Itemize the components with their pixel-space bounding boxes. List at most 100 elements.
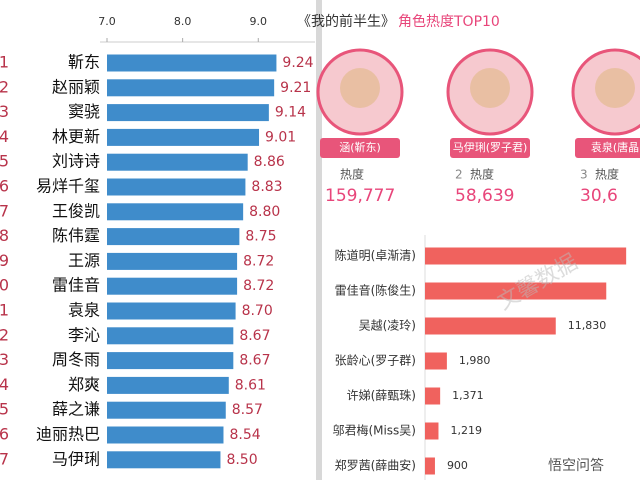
x-tick-label: 8.0 (174, 15, 192, 28)
caption-box (575, 138, 640, 158)
heat-value: 159,777 (325, 186, 395, 206)
value-label: 11,830 (568, 319, 607, 332)
row-number: 3 (0, 350, 9, 369)
category-label: 迪丽热巴 (36, 425, 100, 444)
avatar-face (595, 68, 635, 108)
row-number: 7 (0, 449, 9, 468)
value-label: 8.67 (239, 353, 270, 369)
bar (107, 203, 244, 221)
category-label: 赵丽颖 (52, 77, 100, 96)
row-number: 7 (0, 201, 9, 220)
row-number: 8 (0, 226, 9, 245)
bar (107, 376, 229, 394)
bar (425, 457, 435, 475)
row-number: 5 (0, 400, 9, 419)
category-label: 雷佳音 (52, 276, 100, 295)
value-label: 1,371 (452, 389, 484, 402)
bar (107, 153, 248, 171)
card-rank: 2 (455, 168, 463, 182)
heat-value: 58,639 (455, 186, 514, 206)
bar (107, 327, 234, 345)
category-label: 窦骁 (68, 102, 100, 121)
value-label: 8.61 (235, 377, 266, 393)
category-label: 邬君梅(Miss吴) (332, 423, 416, 438)
row-number: 4 (0, 375, 9, 394)
category-label: 陈道明(卓渐清) (335, 248, 416, 263)
value-label: 8.72 (243, 253, 274, 269)
value-label: 1,219 (450, 424, 482, 437)
value-label: 9.14 (275, 105, 306, 121)
heat-label: 热度 (340, 167, 364, 182)
row-number: 5 (0, 152, 9, 171)
card-rank: 3 (580, 168, 588, 182)
bar (107, 302, 236, 320)
card-caption: 袁泉(唐晶 (591, 140, 639, 154)
row-number: 2 (0, 325, 9, 344)
value-label: 8.54 (229, 427, 260, 443)
x-tick-label: 9.0 (250, 15, 268, 28)
bar (425, 422, 439, 440)
heat-value: 30,6 (580, 186, 618, 206)
value-label: 9.24 (282, 55, 313, 71)
x-tick-label: 7.0 (98, 15, 116, 28)
bar (107, 79, 275, 97)
bar (107, 401, 226, 419)
caption-box (450, 138, 530, 158)
category-label: 郑爽 (68, 375, 100, 394)
category-label: 王俊凯 (52, 201, 100, 220)
value-label: 8.75 (245, 229, 276, 245)
bar (107, 252, 238, 270)
row-number: 1 (0, 301, 9, 320)
category-label: 许娣(薛甄珠) (347, 388, 416, 403)
bar (107, 451, 221, 469)
row-number: 6 (0, 425, 9, 444)
value-label: 8.70 (242, 303, 273, 319)
bar (425, 282, 607, 300)
category-label: 薛之谦 (52, 400, 100, 419)
category-label: 吴越(凌玲) (359, 319, 416, 333)
watermark: 悟空问答 (548, 457, 604, 474)
avatar-face (340, 68, 380, 108)
divider (316, 0, 322, 480)
row-number: 4 (0, 127, 9, 146)
row-number: 0 (0, 276, 9, 295)
category-label: 易烊千玺 (36, 177, 100, 196)
bar (425, 352, 447, 370)
bar (107, 426, 224, 444)
category-label: 袁泉 (68, 301, 100, 320)
category-label: 刘诗诗 (52, 152, 100, 171)
value-label: 8.86 (254, 154, 285, 170)
value-label: 900 (447, 459, 468, 472)
bar (107, 277, 238, 295)
bar (107, 128, 260, 146)
heat-label: 热度 (595, 167, 619, 182)
category-label: 雷佳音(陈俊生) (335, 283, 416, 298)
bar (425, 387, 441, 405)
bar (107, 352, 234, 370)
value-label: 8.67 (239, 328, 270, 344)
category-label: 马伊琍 (52, 449, 100, 468)
right-title: 《我的前半生》 (297, 13, 395, 30)
value-label: 9.01 (265, 129, 296, 145)
category-label: 陈伟霆 (52, 226, 100, 245)
value-label: 1,980 (459, 354, 491, 367)
bar (425, 317, 556, 335)
value-label: 8.57 (232, 402, 263, 418)
value-label: 8.83 (251, 179, 282, 195)
avatar-face (470, 68, 510, 108)
watermark-bg (540, 452, 640, 480)
row-number: 2 (0, 77, 9, 96)
value-label: 8.50 (226, 452, 257, 468)
category-label: 周冬雨 (52, 350, 100, 369)
row-number: 6 (0, 177, 9, 196)
category-label: 张龄心(罗子群) (335, 354, 416, 368)
bar (107, 228, 240, 246)
value-label: 9.21 (280, 80, 311, 96)
category-label: 林更新 (52, 127, 100, 146)
caption-box (320, 138, 400, 158)
category-label: 王源 (68, 251, 100, 270)
value-label: 8.72 (243, 278, 274, 294)
row-number: 3 (0, 102, 9, 121)
card-caption: 马伊琍(罗子君) (453, 141, 528, 154)
